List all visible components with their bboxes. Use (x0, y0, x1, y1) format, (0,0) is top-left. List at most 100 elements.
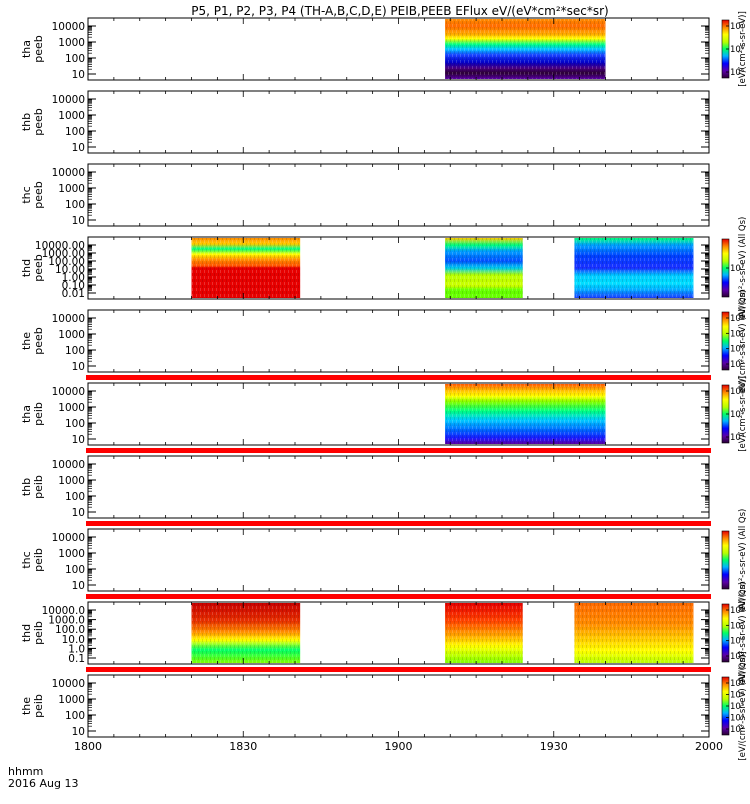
y-tick-label-thd-peib-3: 100.0 (55, 624, 85, 636)
y-tick-label-tha-peeb-2: 1000 (58, 37, 85, 49)
y-tick-label-tha-peeb-3: 10000 (52, 21, 85, 33)
y-tick-label-the-peib-2: 1000 (58, 694, 85, 706)
panel-thb-peeb: 10 100 1000 10000 thb peeb (20, 90, 710, 154)
panel-frame-the-peib (87, 674, 710, 738)
y-tick-label-thb-peib-0: 10 (72, 507, 85, 519)
panel-instrument-label-thc-peeb: peeb (32, 181, 45, 209)
colorbar-tick-label-the-peeb-3: 10⁸ (730, 314, 745, 324)
y-tick-label-thb-peib-1: 100 (65, 491, 85, 503)
y-tick-label-thd-peib-4: 1000.0 (48, 615, 85, 627)
colorbar-tick-label-thd-peib-0: 10³ (730, 652, 744, 662)
colorbar-tick-label-thd-peib-1: 10⁴ (730, 637, 745, 647)
colorbar-tick-label-the-peeb-2: 10⁷ (730, 329, 745, 339)
colorbar-label-thc-peib: eV/(cm²-s-sr-eV) (All Qs) (738, 509, 748, 612)
red-flag-bar-tha-peib (86, 448, 711, 453)
panel-frame-thc-peib (87, 528, 710, 592)
colorbar-tick-label-thd-peib-3: 10⁶ (730, 606, 745, 616)
y-tick-label-tha-peib-1: 100 (65, 418, 85, 430)
colorbar-tick-label-tha-peib-2: 10⁶ (730, 387, 745, 397)
y-tick-label-thc-peeb-2: 1000 (58, 183, 85, 195)
spectrogram-texture-thd-peeb-2 (445, 238, 523, 298)
panel-probe-label-thc-peib: thc (20, 551, 33, 568)
colorbar-label-tha-peeb: [eV/(cm²-s-sr-eV)] (738, 11, 748, 87)
y-tick-label-thc-peib-0: 10 (72, 580, 85, 592)
colorbar-tick-label-tha-peeb-1: 10⁶ (730, 45, 745, 55)
colorbar-tick-label-tha-peeb-0: 10⁵ (730, 68, 744, 78)
x-tick-label-4: 2000 (695, 740, 723, 753)
panel-instrument-label-thd-peeb: peeb (32, 254, 45, 282)
y-tick-label-thd-peeb-1: 0.10 (62, 280, 85, 292)
y-tick-label-the-peeb-3: 10000 (52, 313, 85, 325)
spectrogram-texture-thd-peeb-3 (574, 238, 694, 298)
panel-thc-peeb: 10 100 1000 10000 thc peeb (20, 163, 710, 227)
panel-instrument-label-tha-peib: peib (32, 402, 45, 426)
colorbar-tick-label-thd-peib-2: 10⁵ (730, 621, 744, 631)
y-tick-label-thc-peib-3: 10000 (52, 532, 85, 544)
spectrogram-texture-thd-peib-1 (191, 603, 301, 663)
red-flag-bar-thb-peib (86, 521, 711, 526)
colorbar-the-peeb (721, 311, 730, 371)
x-axis-label: hhmm (8, 765, 43, 778)
y-tick-label-thd-peeb-5: 1000.00 (42, 248, 85, 260)
panel-thd-peeb: 0.010.101.0010.00100.001000.0010000.00th… (20, 217, 748, 320)
colorbar-label-the-peib: [eV/(cm²-s-sr-eV) (All Qs)] (738, 651, 748, 760)
panel-thb-peib: 10 100 1000 10000 thb peib (20, 455, 711, 526)
y-tick-label-thc-peeb-3: 10000 (52, 167, 85, 179)
colorbar-tick-label-the-peib-4: 10⁷ (730, 679, 745, 689)
spectrogram-texture-thd-peib-2 (445, 603, 523, 663)
panel-instrument-label-the-peib: peib (32, 694, 45, 718)
panel-probe-label-thb-peeb: thb (20, 113, 33, 131)
y-tick-label-thd-peeb-4: 100.00 (48, 256, 85, 268)
panel-frame-thc-peeb (87, 163, 710, 227)
panel-thc-peib: 10 100 1000 10000 thc peib eV/(cm²-s-sr-eV) (A… (20, 509, 748, 612)
y-tick-label-the-peib-1: 100 (65, 710, 85, 722)
spectrogram-texture-tha-peeb-1 (445, 19, 606, 79)
panel-probe-label-the-peib: the (20, 697, 33, 715)
colorbar-tick-label-thd-peeb-0: 10⁷ (730, 264, 745, 274)
panel-instrument-label-thd-peib: peib (32, 621, 45, 645)
spectrogram-texture-thd-peib-3 (574, 603, 694, 663)
colorbar-tick-label-the-peib-1: 10⁴ (730, 714, 745, 724)
x-tick-label-1: 1830 (229, 740, 257, 753)
colorbar-thc-peib (721, 530, 730, 590)
y-tick-label-thd-peeb-3: 10.00 (55, 264, 85, 276)
y-tick-label-the-peeb-2: 1000 (58, 329, 85, 341)
y-tick-label-the-peeb-0: 10 (72, 361, 85, 373)
red-flag-bar-thc-peib (86, 594, 711, 599)
x-tick-label-0: 1800 (74, 740, 102, 753)
colorbar-tick-label-the-peeb-0: 10⁵ (730, 360, 744, 370)
chart-title: P5, P1, P2, P3, P4 (TH-A,B,C,D,E) PEIB,P… (191, 4, 608, 18)
panel-frame-tha-peeb (87, 17, 710, 81)
red-flag-bar-thd-peib (86, 667, 711, 672)
colorbar-tick-label-the-peib-0: 10³ (730, 725, 744, 735)
panel-frame-thb-peib (87, 455, 710, 519)
y-tick-label-thc-peeb-1: 100 (65, 199, 85, 211)
panel-probe-label-tha-peeb: tha (20, 40, 33, 58)
panel-tha-peeb: 10 100 1000 10000 tha peeb 10⁵ 10⁶ 10⁷[eV/(cm²-s… (20, 11, 748, 87)
y-tick-label-thc-peib-2: 1000 (58, 548, 85, 560)
colorbar-tick-label-tha-peib-1: 10⁵ (730, 410, 744, 420)
red-flag-bar-the-peeb (86, 375, 711, 380)
colorbar-tick-label-tha-peib-0: 10⁴ (730, 433, 745, 443)
panel-probe-label-thc-peeb: thc (20, 186, 33, 203)
panel-frame-the-peeb (87, 309, 710, 373)
y-tick-label-thb-peib-3: 10000 (52, 459, 85, 471)
panel-probe-label-thd-peeb: thd (20, 259, 33, 277)
y-tick-label-tha-peib-2: 1000 (58, 402, 85, 414)
y-tick-label-thb-peib-2: 1000 (58, 475, 85, 487)
y-tick-label-thd-peib-0: 0.1 (68, 653, 85, 665)
y-tick-label-the-peeb-1: 100 (65, 345, 85, 357)
spectrogram-texture-thd-peeb-1 (191, 238, 301, 298)
colorbar-label-thd-peeb: eV/(cm²-s-sr-eV) (All Qs) (738, 217, 748, 320)
y-tick-label-thd-peeb-0: 0.01 (62, 288, 85, 300)
panel-instrument-label-thc-peib: peib (32, 548, 45, 572)
y-tick-label-the-peib-3: 10000 (52, 678, 85, 690)
colorbar-tick-label-the-peeb-1: 10⁶ (730, 345, 745, 355)
colorbar-thd-peib (721, 603, 730, 663)
y-tick-label-thc-peeb-0: 10 (72, 215, 85, 227)
y-tick-label-thd-peib-5: 10000.0 (42, 605, 85, 617)
y-tick-label-thd-peeb-6: 10000.00 (35, 240, 85, 252)
